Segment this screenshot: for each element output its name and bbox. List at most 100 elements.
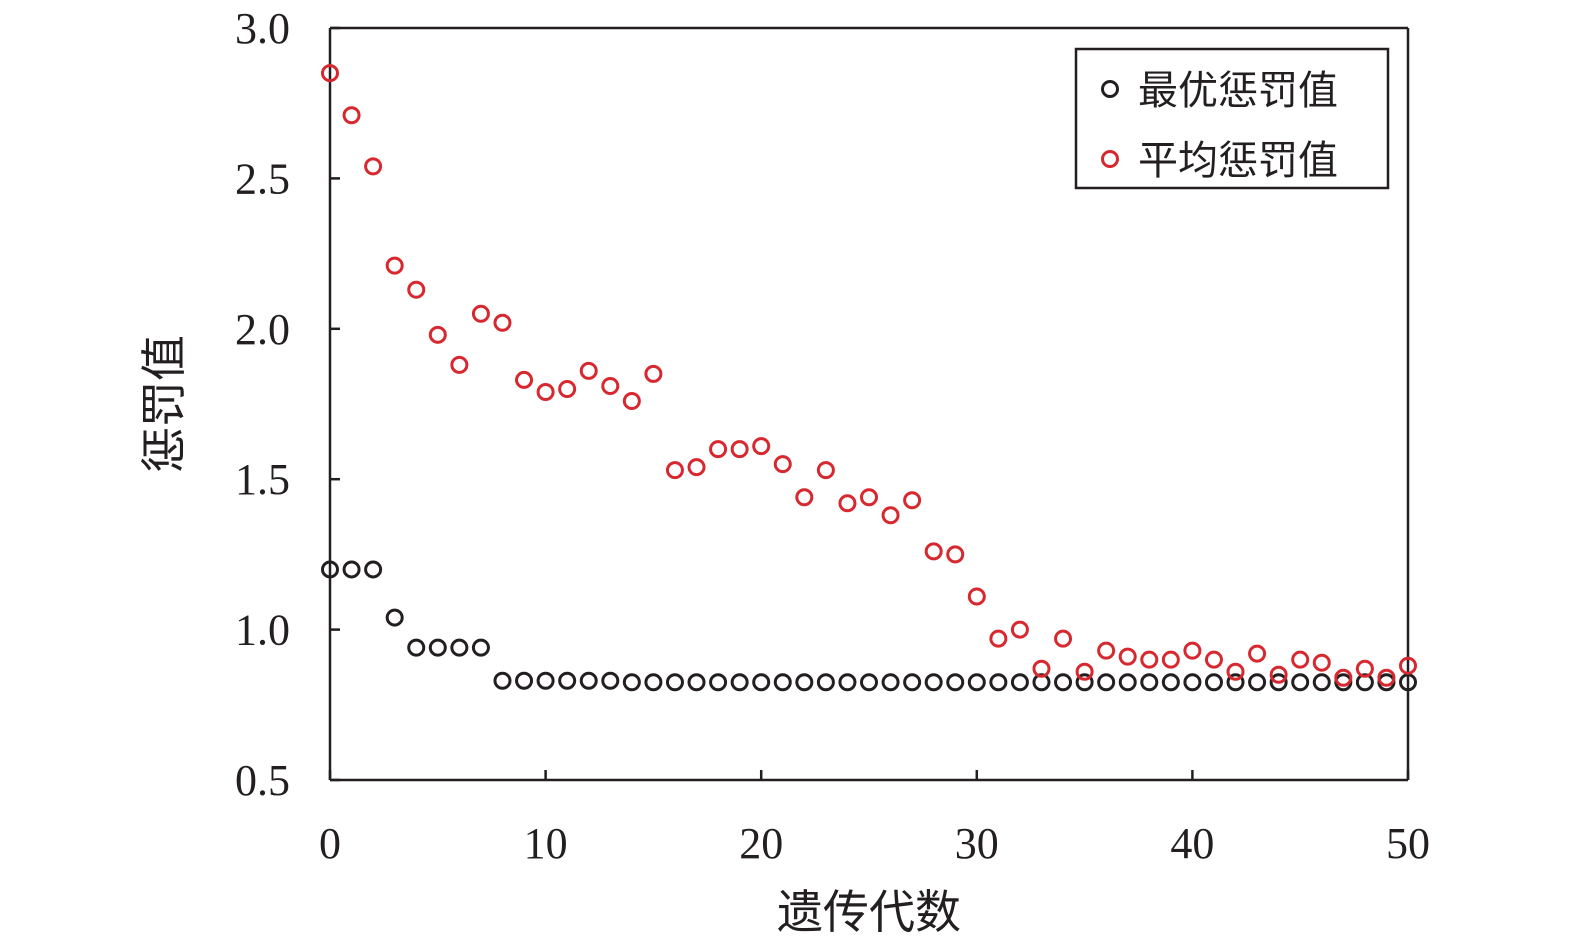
- best-penalty-point: [471, 638, 490, 657]
- average-penalty-point: [1118, 647, 1137, 666]
- average-penalty-point: [752, 437, 771, 456]
- average-penalty-point: [924, 542, 943, 561]
- legend-box: [1074, 47, 1390, 190]
- best-penalty-point: [1291, 673, 1310, 692]
- x-tick-label: 50: [1386, 819, 1430, 868]
- best-penalty-point: [1269, 673, 1288, 692]
- average-penalty-point: [342, 106, 361, 125]
- average-penalty-point: [730, 440, 749, 459]
- legend-marker-average: [1101, 150, 1119, 168]
- average-penalty-point: [1355, 659, 1374, 678]
- average-penalty-point: [558, 379, 577, 398]
- data-points: [321, 64, 1417, 692]
- x-tick-label: 10: [524, 819, 568, 868]
- legend: 最优惩罚值 平均惩罚值: [1074, 47, 1390, 190]
- average-penalty-point: [493, 313, 512, 332]
- average-penalty-point: [1204, 650, 1223, 669]
- average-penalty-point: [1248, 644, 1267, 663]
- y-tick-label: 1.0: [235, 606, 290, 655]
- average-penalty-point: [644, 364, 663, 383]
- average-penalty-point: [773, 455, 792, 474]
- y-tick-label: 3.0: [235, 4, 290, 53]
- best-penalty-point: [644, 673, 663, 692]
- best-penalty-point: [1140, 673, 1159, 692]
- best-penalty-point: [709, 673, 728, 692]
- best-penalty-point: [881, 673, 900, 692]
- best-penalty-point: [321, 560, 339, 579]
- y-axis-title: 惩罚值: [137, 335, 191, 473]
- average-penalty-point: [1399, 656, 1417, 675]
- average-penalty-point: [601, 376, 620, 395]
- best-penalty-point: [601, 671, 620, 690]
- best-penalty-point: [364, 560, 383, 579]
- x-tick-label: 0: [319, 819, 341, 868]
- x-axis-ticks: 0 10 20 30 40 50: [319, 770, 1430, 868]
- average-penalty-point: [795, 488, 814, 507]
- average-penalty-point: [1032, 659, 1051, 678]
- y-axis-ticks: 0.5 1.0 1.5 2.0 2.5 3.0: [235, 4, 340, 805]
- legend-label-best: 最优惩罚值: [1138, 68, 1338, 114]
- best-penalty-point: [795, 673, 814, 692]
- best-penalty-point: [687, 673, 706, 692]
- average-penalty-point: [1269, 665, 1288, 684]
- average-penalty-point: [1334, 668, 1353, 687]
- average-penalty-point: [450, 355, 469, 374]
- average-penalty-point: [903, 491, 922, 510]
- best-penalty-point: [1054, 673, 1073, 692]
- best-penalty-point: [558, 671, 577, 690]
- average-penalty-point: [1075, 662, 1094, 681]
- best-penalty-point: [1075, 673, 1094, 692]
- best-penalty-point: [665, 673, 684, 692]
- best-penalty-point: [622, 673, 641, 692]
- best-penalty-point: [1312, 673, 1331, 692]
- average-penalty-point: [1377, 668, 1396, 687]
- y-tick-label: 0.5: [235, 756, 290, 805]
- average-penalty-point: [536, 382, 555, 401]
- average-penalty-point: [687, 458, 706, 477]
- average-penalty-point: [1291, 650, 1310, 669]
- average-penalty-point: [816, 461, 835, 480]
- average-penalty-point: [1183, 641, 1202, 660]
- best-penalty-point: [1118, 673, 1137, 692]
- average-penalty-point: [622, 391, 641, 410]
- average-penalty-point: [1161, 650, 1180, 669]
- average-penalty-point: [385, 256, 404, 275]
- best-penalty-point: [1183, 673, 1202, 692]
- best-penalty-point: [989, 673, 1008, 692]
- best-penalty-point: [579, 671, 598, 690]
- average-penalty-point: [967, 587, 986, 606]
- average-penalty-point: [989, 629, 1008, 648]
- average-penalty-point: [838, 494, 857, 513]
- average-penalty-point: [515, 370, 534, 389]
- average-penalty-point: [321, 64, 339, 83]
- average-penalty-point: [428, 325, 447, 344]
- best-penalty-point: [1204, 673, 1223, 692]
- best-penalty-point: [1010, 673, 1029, 692]
- y-tick-label: 2.5: [235, 154, 290, 203]
- x-tick-label: 30: [955, 819, 999, 868]
- plot-area: [328, 26, 1410, 782]
- best-penalty-point: [946, 673, 965, 692]
- best-penalty-point: [838, 673, 857, 692]
- legend-label-average: 平均惩罚值: [1138, 138, 1338, 184]
- average-penalty-point: [1312, 653, 1331, 672]
- average-penalty-point: [407, 280, 426, 299]
- best-penalty-point: [773, 673, 792, 692]
- best-penalty-point: [860, 673, 878, 692]
- best-penalty-point: [342, 560, 361, 579]
- best-penalty-point: [428, 638, 447, 657]
- y-tick-label: 1.5: [235, 455, 290, 504]
- average-penalty-point: [665, 461, 684, 480]
- best-penalty-point: [1226, 673, 1245, 692]
- average-penalty-point: [881, 506, 900, 525]
- average-penalty-point: [1010, 620, 1029, 639]
- average-penalty-point: [860, 488, 878, 507]
- best-penalty-point: [515, 671, 534, 690]
- average-penalty-point: [1054, 629, 1073, 648]
- x-axis-title: 遗传代数: [777, 885, 961, 939]
- average-penalty-point: [471, 304, 490, 323]
- best-penalty-point: [903, 673, 922, 692]
- best-penalty-point: [536, 671, 555, 690]
- best-penalty-point: [407, 638, 426, 657]
